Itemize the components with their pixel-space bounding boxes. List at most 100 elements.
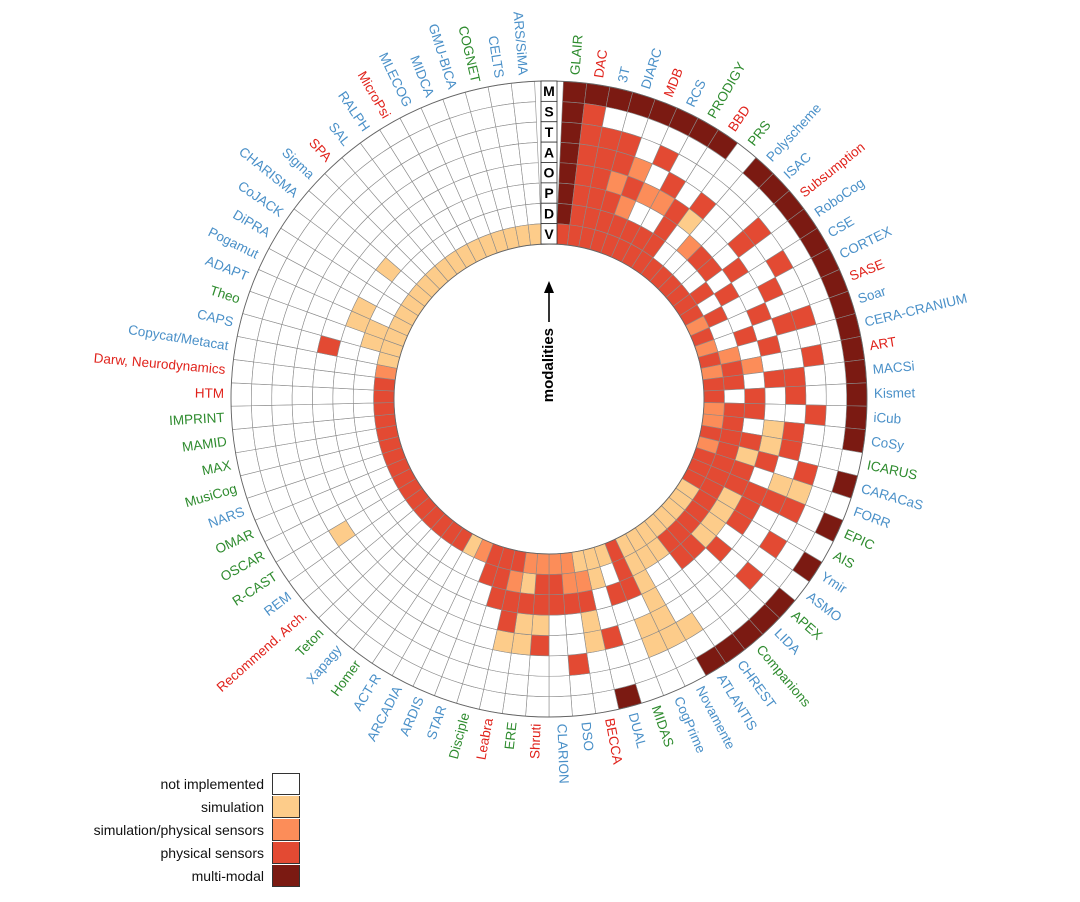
- heatmap-cell: [487, 82, 514, 108]
- architecture-label: DUAL: [626, 711, 650, 750]
- heatmap-cell: [780, 347, 805, 370]
- heatmap-cell: [742, 371, 766, 390]
- modality-label: M: [543, 83, 555, 99]
- heatmap-cell: [584, 82, 611, 108]
- legend-swatch-simulation-physical: [272, 818, 300, 841]
- architecture-label: STAR: [424, 703, 450, 741]
- legend-label: not implemented: [160, 775, 264, 792]
- heatmap-cell: [253, 339, 278, 365]
- architecture-label: Kismet: [874, 385, 916, 401]
- heatmap-cell: [534, 573, 550, 596]
- heatmap-cell: [548, 553, 563, 575]
- architecture-label: LIDA: [771, 626, 803, 658]
- legend-item: simulation: [60, 795, 300, 818]
- architecture-label: CELTS: [485, 35, 506, 79]
- architecture-label: DAC: [591, 48, 610, 79]
- architecture-label: OMAR: [213, 526, 256, 557]
- architecture-label: ERE: [502, 721, 520, 750]
- architecture-label: MAMID: [181, 434, 228, 455]
- architecture-label: RCS: [683, 77, 709, 109]
- heatmap-cell: [292, 366, 315, 388]
- heatmap-cell: [520, 162, 540, 185]
- heatmap-cell: [312, 386, 334, 405]
- heatmap-cell: [548, 634, 569, 657]
- heatmap-cell: [570, 693, 597, 717]
- architecture-label: Ymir: [818, 569, 850, 597]
- architecture-label: Shruti: [527, 723, 543, 759]
- architecture-label: COGNET: [455, 24, 483, 84]
- heatmap-cell: [821, 425, 846, 450]
- heatmap-cell: [312, 369, 335, 389]
- heatmap-cell: [722, 374, 745, 391]
- heatmap-cell: [801, 423, 826, 447]
- heatmap-cell: [529, 634, 550, 657]
- architecture-label: SAL: [326, 119, 354, 149]
- heatmap-cell: [271, 384, 293, 406]
- modalities-axis: modalities: [540, 281, 557, 402]
- heatmap-cell: [504, 672, 529, 697]
- heatmap-cell: [548, 614, 567, 636]
- heatmap-cell: [518, 142, 539, 165]
- heatmap-cell: [723, 388, 746, 404]
- heatmap-cell: [548, 695, 573, 718]
- heatmap-cell: [567, 652, 591, 676]
- heatmap-cell: [525, 695, 550, 718]
- legend-item: not implemented: [60, 772, 300, 795]
- heatmap-cell: [332, 371, 356, 390]
- architecture-label: FORR: [852, 504, 893, 531]
- heatmap-cell: [843, 359, 867, 385]
- heatmap-cell: [513, 612, 534, 636]
- architecture-label: ARS/SiMA: [511, 11, 531, 76]
- heatmap-cell: [783, 366, 806, 388]
- legend-label: simulation/physical sensors: [93, 821, 264, 838]
- heatmap-cell: [564, 612, 585, 636]
- architecture-label: MIDAS: [649, 704, 677, 749]
- heatmap-cell: [526, 675, 550, 697]
- heatmap-cell: [586, 649, 611, 674]
- modality-label: S: [544, 104, 553, 120]
- heatmap-cell: [805, 384, 827, 406]
- architecture-label: SASE: [847, 256, 886, 283]
- heatmap-cell: [702, 376, 725, 392]
- modality-label: T: [545, 124, 554, 140]
- legend-swatch-not-implemented: [272, 772, 300, 795]
- heatmap-cell: [525, 203, 542, 226]
- architecture-label: ISAC: [781, 149, 814, 182]
- architecture-label: Polyscheme: [763, 101, 824, 165]
- heatmap-cell: [332, 403, 355, 421]
- architecture-label: Leabra: [473, 716, 496, 761]
- heatmap-cell: [557, 182, 576, 205]
- heatmap-cell: [840, 335, 865, 363]
- heatmap-cell: [271, 404, 294, 427]
- architecture-label: IMPRINT: [169, 410, 225, 428]
- architecture-label: ARDIS: [397, 694, 427, 738]
- architecture-label: Soar: [856, 283, 888, 306]
- legend: not implemented simulation simulation/ph…: [60, 772, 300, 887]
- legend-swatch-multi-modal: [272, 864, 300, 887]
- heatmap-cell: [522, 182, 541, 205]
- legend-label: multi-modal: [191, 867, 264, 884]
- heatmap-cell: [800, 343, 825, 368]
- architecture-label: CSE: [825, 213, 857, 240]
- architecture-label: CLARION: [554, 723, 571, 784]
- heatmap-cell: [703, 389, 725, 404]
- heatmap-cell: [312, 403, 335, 423]
- heatmap-cell: [373, 402, 396, 417]
- heatmap-cells: [230, 80, 868, 718]
- heatmap-cell: [292, 421, 317, 443]
- heatmap-cell: [561, 101, 585, 125]
- heatmap-cell: [231, 359, 255, 385]
- heatmap-cell: [291, 385, 314, 406]
- heatmap-cell: [845, 382, 868, 407]
- heatmap-cell: [803, 364, 827, 387]
- architecture-label: Darw, Neurodynamics: [93, 350, 226, 377]
- legend-item: multi-modal: [60, 864, 300, 887]
- architecture-label: SPA: [306, 135, 335, 164]
- architecture-label: DSO: [578, 721, 596, 752]
- architecture-label: MusiCog: [183, 481, 238, 510]
- heatmap-cell: [825, 383, 847, 407]
- heatmap-cell: [503, 163, 524, 188]
- heatmap-cell: [495, 123, 519, 148]
- heatmap-cell: [491, 103, 517, 128]
- architecture-label: iCub: [873, 410, 902, 427]
